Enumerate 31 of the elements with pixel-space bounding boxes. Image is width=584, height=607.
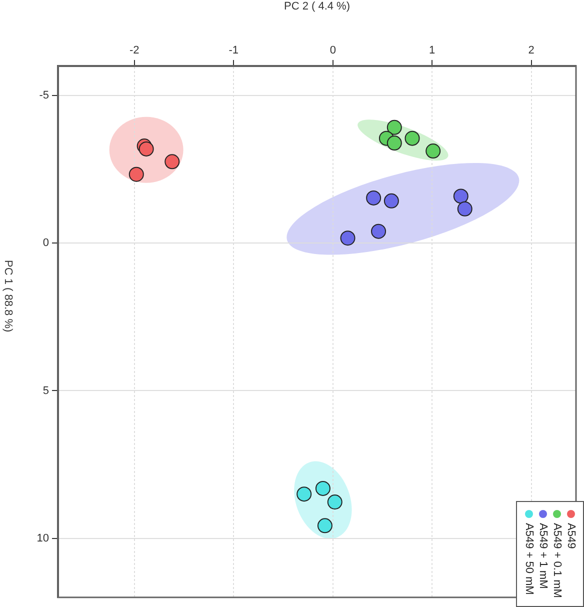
point (164, 154, 180, 170)
x-tick-label: 0 (330, 44, 336, 56)
legend-label: A549 + 50 mM (523, 523, 535, 595)
legend-label: A549 + 1 mM (537, 523, 549, 589)
y-tick-label: 5 (42, 384, 49, 397)
point (128, 166, 144, 182)
point (371, 224, 386, 239)
point (315, 480, 330, 496)
point (426, 144, 441, 159)
x-axis-title: PC 2 ( 4.4 %) (284, 0, 350, 13)
point (296, 486, 312, 502)
x-tick-label: 2 (528, 44, 534, 56)
point (384, 193, 399, 208)
point (366, 190, 382, 206)
x-tick-label: -1 (228, 44, 239, 56)
legend-label: A549 (565, 523, 577, 549)
point (317, 518, 332, 534)
point (404, 130, 420, 146)
legend-label: A549 + 0.1 mM (551, 523, 563, 598)
point (457, 201, 472, 216)
x-tick-label: -2 (130, 44, 140, 56)
y-axis-title: PC 1 ( 88.8 %) (2, 260, 14, 332)
point (386, 120, 402, 135)
y-tick-label: 0 (42, 237, 49, 250)
x-tick-label: 1 (429, 44, 436, 56)
point (327, 494, 342, 510)
point (386, 136, 402, 151)
y-tick-label: -5 (39, 90, 49, 102)
y-tick-label: 10 (36, 532, 49, 544)
point (453, 188, 468, 204)
point (340, 230, 356, 246)
